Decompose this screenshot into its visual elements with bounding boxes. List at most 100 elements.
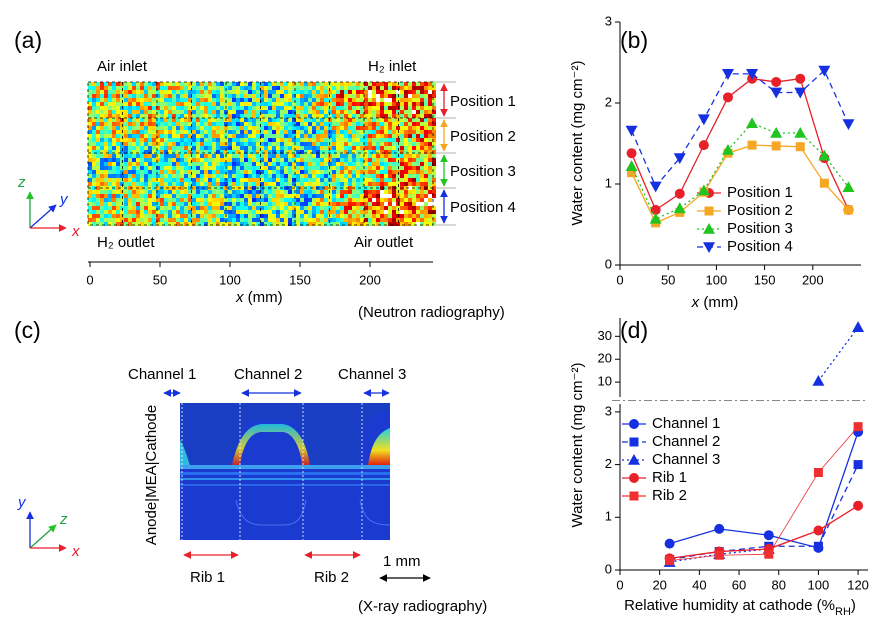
pixel — [260, 94, 264, 98]
pixel — [360, 154, 364, 158]
pixel — [260, 126, 264, 130]
pixel — [92, 142, 96, 146]
pixel — [172, 178, 176, 182]
pixel — [316, 86, 320, 90]
pixel — [304, 114, 308, 118]
pixel — [408, 218, 412, 222]
pixel — [176, 138, 180, 142]
pixel — [132, 202, 136, 206]
pixel — [240, 210, 244, 214]
axis-name: x — [71, 223, 80, 240]
pixel — [400, 178, 404, 182]
pixel — [112, 198, 116, 202]
pixel — [260, 98, 264, 102]
pixel — [336, 106, 340, 110]
pixel — [292, 218, 296, 222]
pixel — [124, 162, 128, 166]
pixel — [316, 94, 320, 98]
pixel — [392, 90, 396, 94]
pixel — [240, 194, 244, 198]
pixel — [224, 174, 228, 178]
pixel — [108, 130, 112, 134]
pixel — [392, 174, 396, 178]
pixel — [184, 130, 188, 134]
marker — [818, 65, 831, 77]
pixel — [112, 194, 116, 198]
pixel — [184, 198, 188, 202]
pixel — [184, 174, 188, 178]
pixel — [344, 102, 348, 106]
pixel — [116, 170, 120, 174]
pixel — [120, 194, 124, 198]
pixel — [96, 170, 100, 174]
pixel — [332, 134, 336, 138]
pixel — [236, 134, 240, 138]
pixel — [380, 194, 384, 198]
pixel — [316, 106, 320, 110]
pixel — [116, 162, 120, 166]
pixel — [172, 134, 176, 138]
pixel — [420, 126, 424, 130]
pixel — [284, 162, 288, 166]
pixel — [192, 118, 196, 122]
pixel — [368, 222, 372, 226]
pixel — [308, 162, 312, 166]
pixel — [320, 122, 324, 126]
pixel — [296, 106, 300, 110]
pixel — [432, 166, 436, 170]
pixel — [384, 190, 388, 194]
pixel — [404, 218, 408, 222]
pixel — [124, 154, 128, 158]
pixel — [252, 86, 256, 90]
pixel — [424, 190, 428, 194]
pixel — [200, 142, 204, 146]
pixel — [140, 150, 144, 154]
pixel — [348, 86, 352, 90]
pixel — [120, 166, 124, 170]
marker — [626, 148, 637, 159]
pixel — [188, 150, 192, 154]
pixel — [152, 94, 156, 98]
pixel — [256, 142, 260, 146]
x-axis-label: x (mm) — [235, 289, 283, 306]
marker — [649, 212, 662, 224]
pixel — [216, 110, 220, 114]
water — [232, 424, 310, 465]
pixel — [352, 106, 356, 110]
marker — [843, 205, 853, 215]
pixel — [224, 150, 228, 154]
pixel — [248, 210, 252, 214]
pixel — [388, 214, 392, 218]
pixel — [304, 130, 308, 134]
pixel — [152, 194, 156, 198]
pixel — [300, 106, 304, 110]
pixel — [108, 86, 112, 90]
pixel — [384, 182, 388, 186]
pixel — [368, 94, 372, 98]
pixel — [116, 90, 120, 94]
pixel — [328, 182, 332, 186]
pixel — [368, 114, 372, 118]
pixel — [124, 82, 128, 86]
pixel — [280, 158, 284, 162]
pixel — [300, 98, 304, 102]
pixel — [248, 110, 252, 114]
pixel — [284, 154, 288, 158]
pixel — [284, 122, 288, 126]
pixel — [220, 142, 224, 146]
pixel — [316, 126, 320, 130]
pixel — [428, 198, 432, 202]
pixel — [320, 218, 324, 222]
pixel — [136, 138, 140, 142]
legend-label: Channel 3 — [652, 451, 720, 468]
pixel — [348, 150, 352, 154]
pixel — [204, 222, 208, 226]
pixel — [340, 138, 344, 142]
pixel — [184, 110, 188, 114]
axis-text: Relative humidity at cathode (% — [624, 597, 835, 614]
pixel — [104, 162, 108, 166]
pixel — [144, 102, 148, 106]
pixel — [212, 118, 216, 122]
pixel — [164, 114, 168, 118]
pixel — [416, 142, 420, 146]
